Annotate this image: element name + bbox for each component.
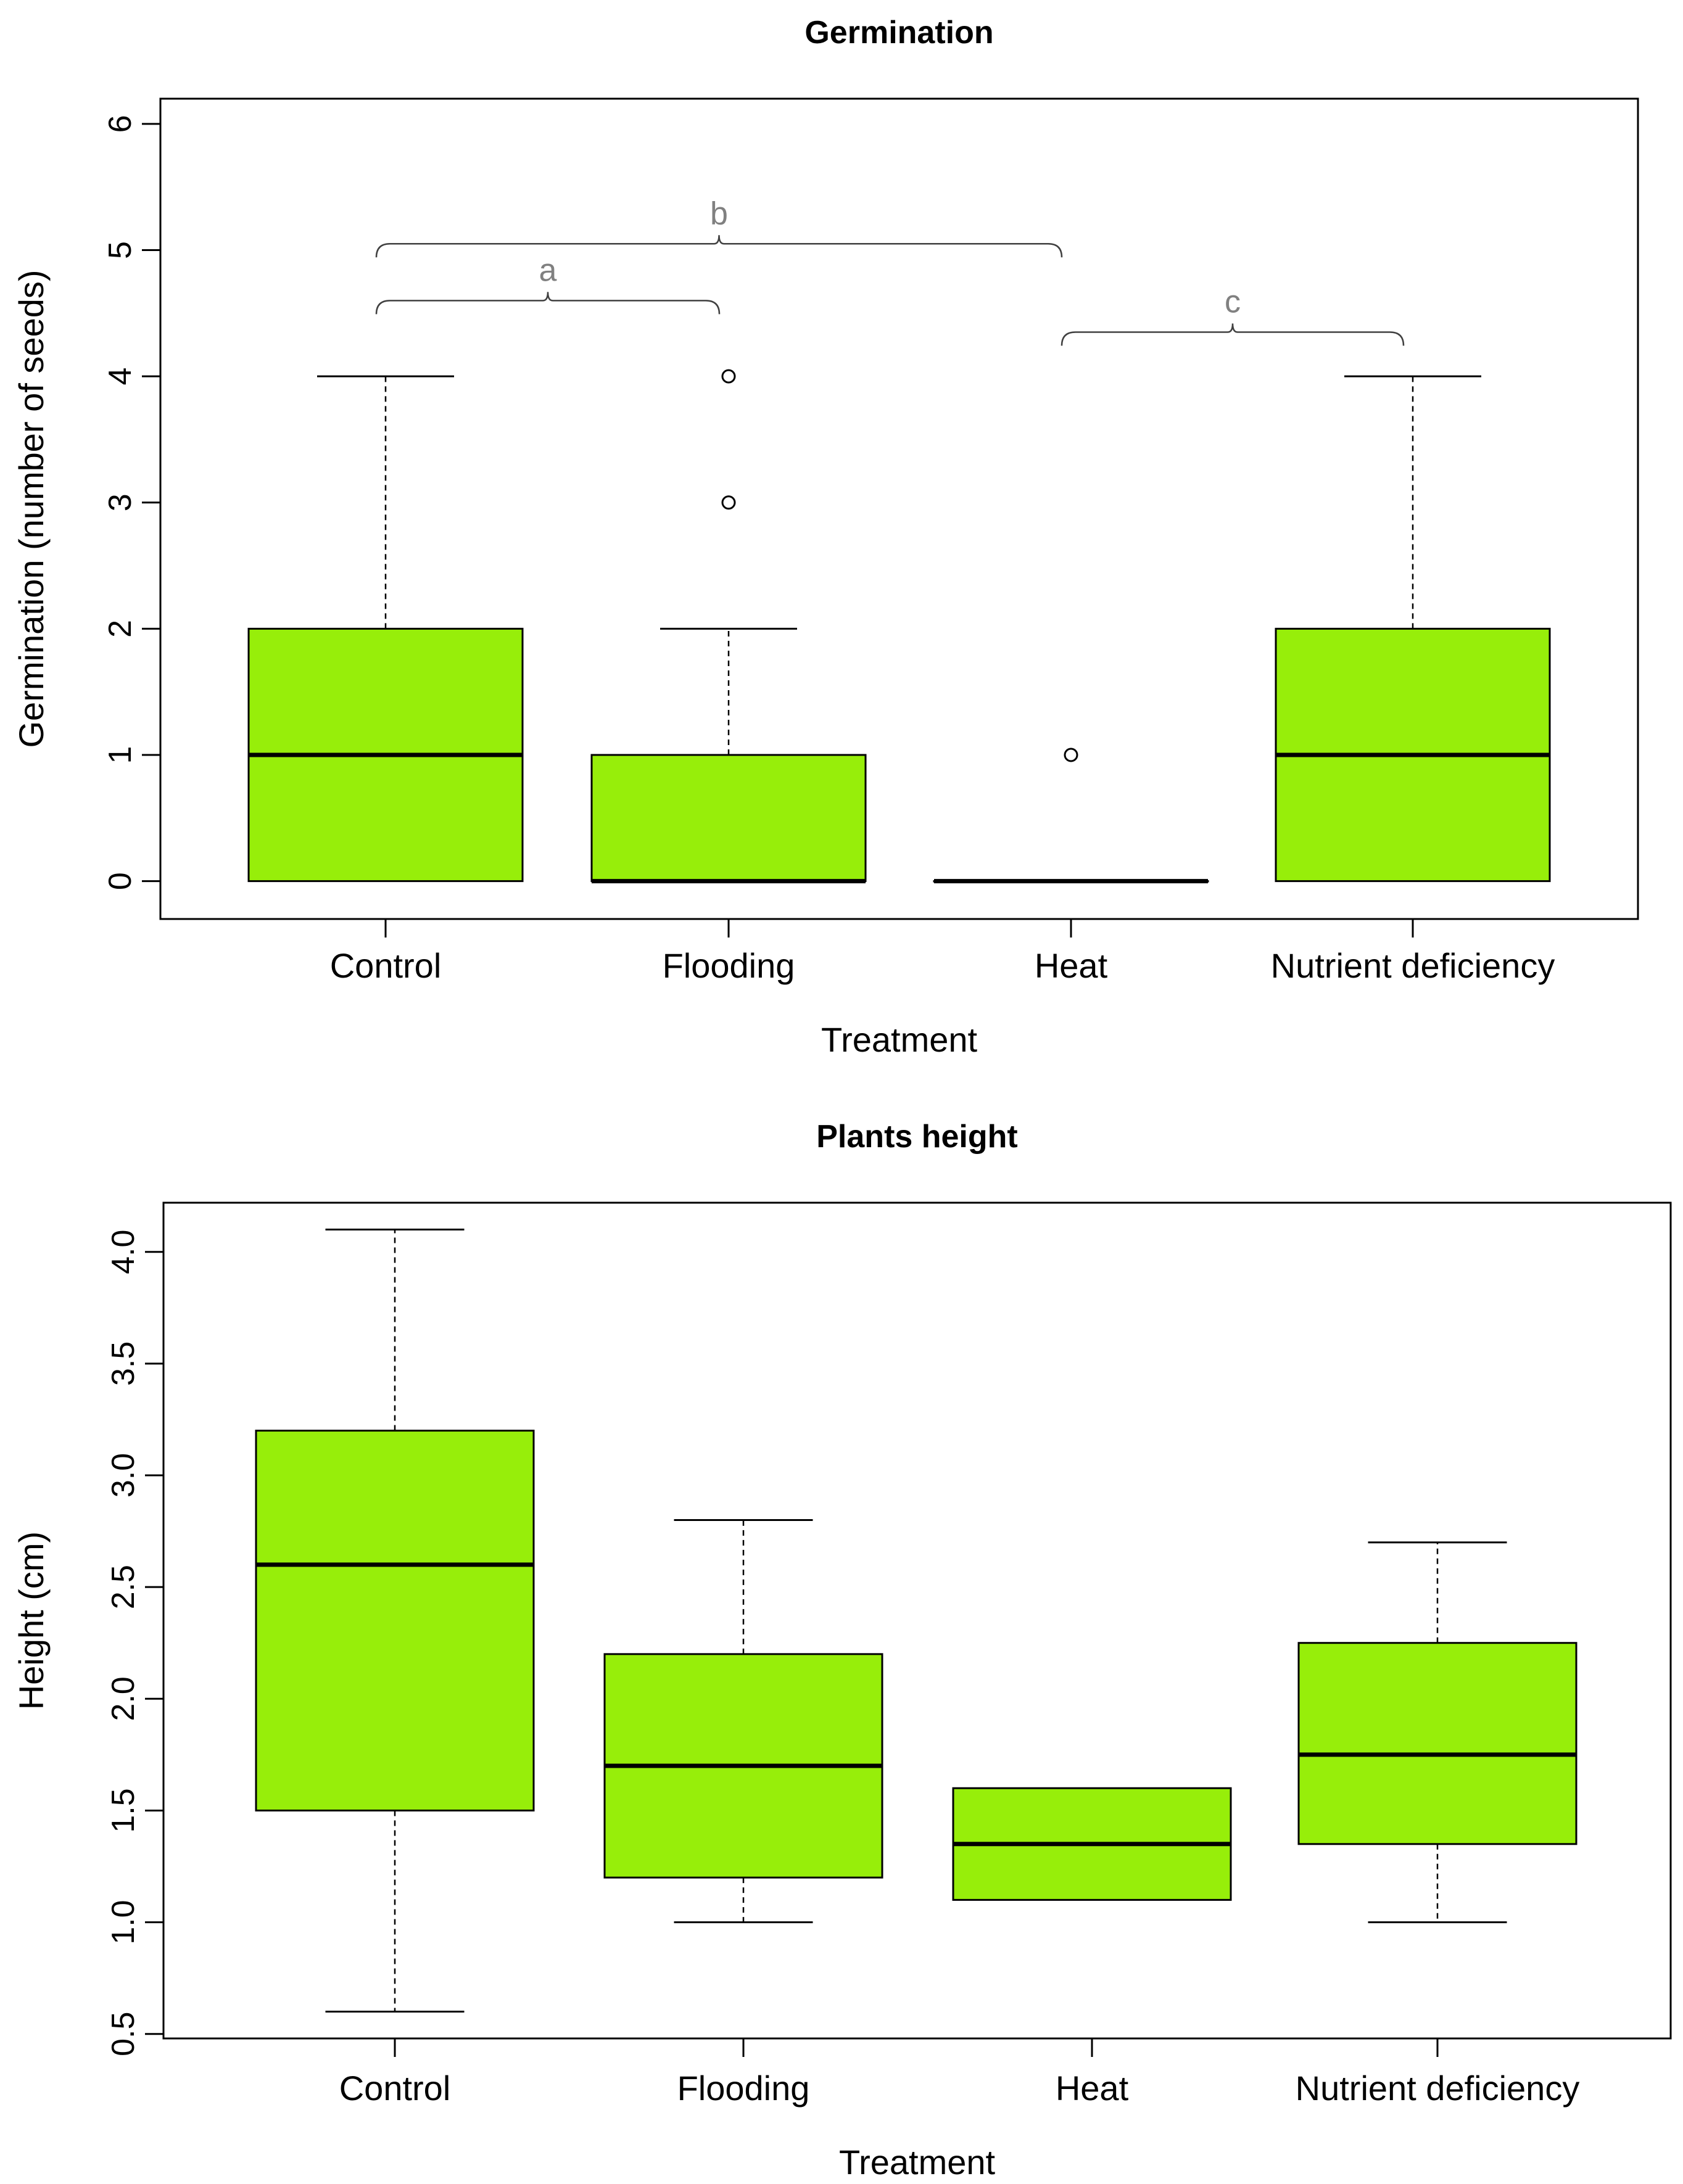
x-axis-label: Treatment — [821, 1020, 978, 1059]
bracket-label: b — [710, 196, 728, 231]
box-nutrient-deficiency — [1275, 375, 1551, 883]
x-tick-label: Control — [339, 2069, 451, 2108]
y-tick-label: 1.5 — [105, 1788, 141, 1832]
y-tick-label: 4.0 — [105, 1230, 141, 1274]
box-control — [255, 1228, 535, 2013]
x-tick-label: Flooding — [677, 2069, 810, 2108]
chart-title: Plants height — [816, 1119, 1017, 1155]
y-tick-label: 2.5 — [105, 1565, 141, 1609]
bracket-label: a — [539, 252, 557, 288]
x-tick-label: Heat — [1056, 2069, 1129, 2108]
y-tick-label: 1 — [102, 746, 138, 764]
box-nutrient-deficiency — [1297, 1541, 1578, 1924]
y-tick-label: 0 — [102, 872, 138, 890]
x-tick-label: Nutrient deficiency — [1296, 2069, 1580, 2108]
y-tick-label: 6 — [102, 115, 138, 133]
box-flooding — [590, 369, 867, 884]
bracket-line — [375, 292, 721, 315]
y-tick-label: 2 — [102, 620, 138, 638]
significance-bracket-b: b — [375, 196, 1063, 258]
y-tick-label: 4 — [102, 368, 138, 385]
germination-chart: Germination 0 1 2 3 4 5 6 Germination (number of… — [12, 15, 1639, 1059]
bracket-line — [375, 235, 1063, 258]
x-axis-label: Treatment — [839, 2143, 996, 2182]
y-tick-label: 2.0 — [105, 1676, 141, 1721]
plot-frame — [162, 1201, 1672, 2040]
y-axis-label: Height (cm) — [12, 1531, 51, 1710]
box-body — [1297, 1642, 1578, 1845]
plants-height-chart: Plants height 0.5 1.0 1.5 2.0 2.5 3.0 3.5 4.0 Hei… — [12, 1119, 1672, 2182]
y-tick-label: 3 — [102, 493, 138, 511]
box-control — [247, 375, 524, 883]
significance-bracket-a: a — [375, 252, 721, 315]
y-axis-label: Germination (number of seeds) — [12, 270, 51, 748]
y-tick-label: 5 — [102, 241, 138, 259]
bracket-label: c — [1225, 284, 1241, 320]
box-flooding — [603, 1518, 883, 1924]
x-tick-label: Flooding — [663, 946, 795, 985]
box-heat — [952, 1787, 1232, 1901]
outlier-point — [1064, 748, 1078, 762]
box-heat — [933, 748, 1209, 884]
x-tick-label: Control — [330, 946, 442, 985]
box-body — [590, 754, 867, 883]
x-tick-label: Nutrient deficiency — [1271, 946, 1555, 985]
y-tick-label: 3.5 — [105, 1341, 141, 1386]
outlier-point — [721, 495, 736, 510]
outlier-point — [721, 369, 736, 384]
y-tick-label: 3.0 — [105, 1453, 141, 1498]
plot-frame — [159, 97, 1639, 920]
x-tick-label: Heat — [1035, 946, 1108, 985]
chart-title: Germination — [804, 15, 993, 51]
y-tick-label: 0.5 — [105, 2012, 141, 2056]
y-tick-label: 1.0 — [105, 1900, 141, 1944]
box-body — [255, 1430, 535, 1811]
